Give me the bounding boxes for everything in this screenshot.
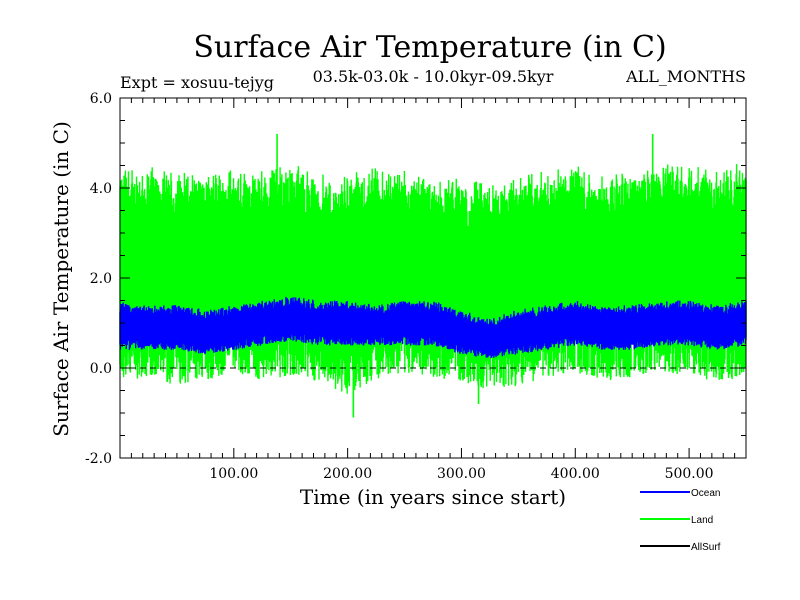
legend: Ocean Land AllSurf <box>640 488 721 553</box>
x-tick-label: 300.00 <box>437 466 486 482</box>
y-axis: -2.0 0.0 2.0 4.0 6.0 <box>85 91 746 467</box>
x-tick-label: 500.00 <box>665 466 714 482</box>
chart-title: Surface Air Temperature (in C) <box>193 30 666 65</box>
x-tick-label: 100.00 <box>209 466 258 482</box>
x-axis: 100.00 200.00 300.00 400.00 500.00 <box>130 98 736 482</box>
series-layer <box>119 134 747 418</box>
y-tick-label: 2.0 <box>90 271 112 287</box>
months-label: ALL_MONTHS <box>625 67 746 86</box>
legend-label-allsurf: AllSurf <box>691 542 721 553</box>
legend-label-land: Land <box>691 515 713 526</box>
period-label: 03.5k-03.0k - 10.0kyr-09.5kyr <box>313 67 554 86</box>
y-tick-label: 0.0 <box>90 361 112 377</box>
y-tick-label: 6.0 <box>90 91 112 107</box>
y-axis-label: Surface Air Temperature (in C) <box>49 121 73 437</box>
y-tick-label: 4.0 <box>90 181 112 197</box>
y-tick-label: -2.0 <box>85 451 112 467</box>
x-tick-label: 400.00 <box>551 466 600 482</box>
experiment-label: Expt = xosuu-tejyg <box>120 73 274 92</box>
x-axis-label: Time (in years since start) <box>300 485 566 509</box>
series-ocean <box>119 296 747 359</box>
legend-label-ocean: Ocean <box>691 488 720 499</box>
x-tick-label: 200.00 <box>323 466 372 482</box>
